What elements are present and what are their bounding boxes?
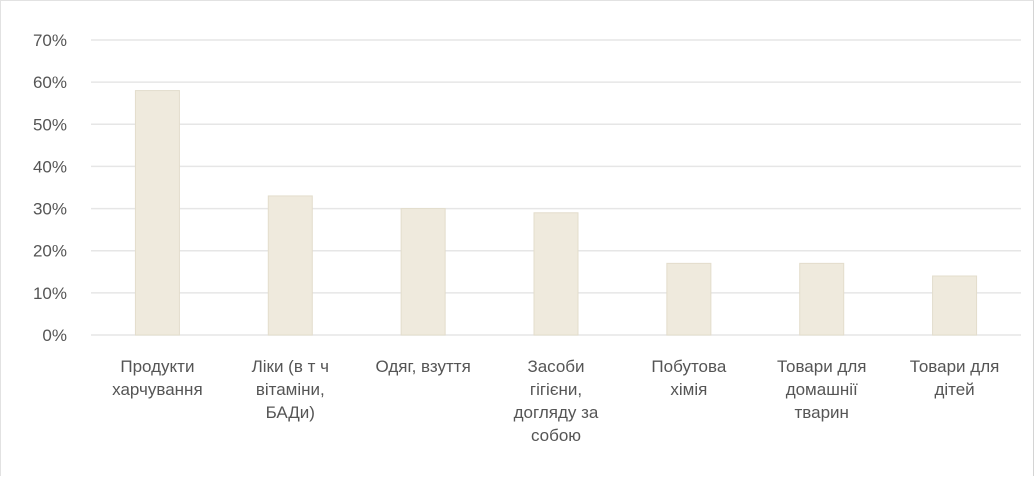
y-axis-ticks: 0% 10% 20% 30% 40% 50% 60% 70%: [33, 31, 67, 345]
bar: [267, 195, 313, 336]
y-tick-label: 20%: [33, 242, 67, 261]
x-axis-labels: Продукти харчування Ліки (в т ч вітаміни, БА…: [112, 357, 999, 445]
bar: [666, 262, 712, 336]
y-tick-label: 30%: [33, 200, 67, 219]
x-category-label: Товари для домашнії тварин: [777, 357, 867, 422]
x-category-label: Засоби гігієни, догляду за собою: [514, 357, 599, 445]
x-category-label: Ліки (в т ч вітаміни, БАДи): [252, 357, 329, 422]
x-category-label: Побутова хімія: [651, 357, 726, 399]
bar: [932, 275, 978, 336]
y-tick-label: 10%: [33, 284, 67, 303]
y-tick-label: 70%: [33, 31, 67, 50]
y-tick-label: 40%: [33, 157, 67, 176]
x-category-label: Товари для дітей: [910, 357, 1000, 399]
bar: [134, 90, 180, 336]
x-category-label: Одяг, взуття: [376, 357, 471, 376]
y-tick-label: 60%: [33, 73, 67, 92]
y-tick-label: 0%: [42, 326, 67, 345]
bar: [799, 262, 845, 336]
x-category-label: Продукти харчування: [112, 357, 202, 399]
bars: [134, 90, 978, 336]
bar: [400, 208, 446, 336]
y-tick-label: 50%: [33, 115, 67, 134]
bar: [533, 212, 579, 336]
